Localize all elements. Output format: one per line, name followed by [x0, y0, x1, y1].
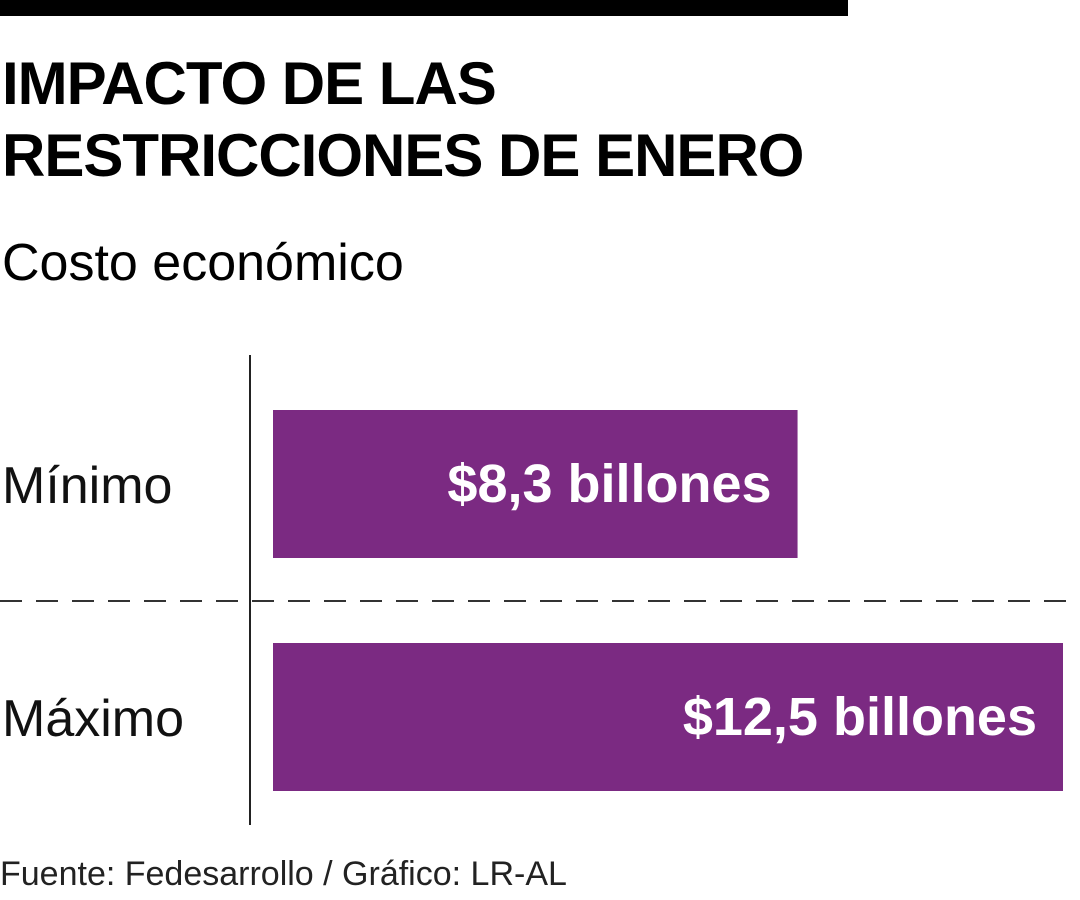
bar-minimo	[273, 410, 798, 558]
chart-title: IMPACTO DE LAS RESTRICCIONES DE ENERO	[2, 48, 1002, 192]
source-note: Fuente: Fedesarrollo / Gráfico: LR-AL	[0, 855, 567, 893]
chart-subtitle: Costo económico	[2, 234, 404, 292]
bar-maximo	[273, 643, 1063, 791]
category-label: Mínimo	[2, 457, 172, 515]
bar-value-label: $12,5 billones	[683, 687, 1037, 747]
bar-value-label: $8,3 billones	[447, 454, 771, 514]
title-line-1: IMPACTO DE LAS	[2, 50, 497, 117]
title-line-2: RESTRICCIONES DE ENERO	[2, 122, 804, 189]
category-label: Máximo	[2, 690, 184, 748]
top-rule	[0, 0, 848, 16]
